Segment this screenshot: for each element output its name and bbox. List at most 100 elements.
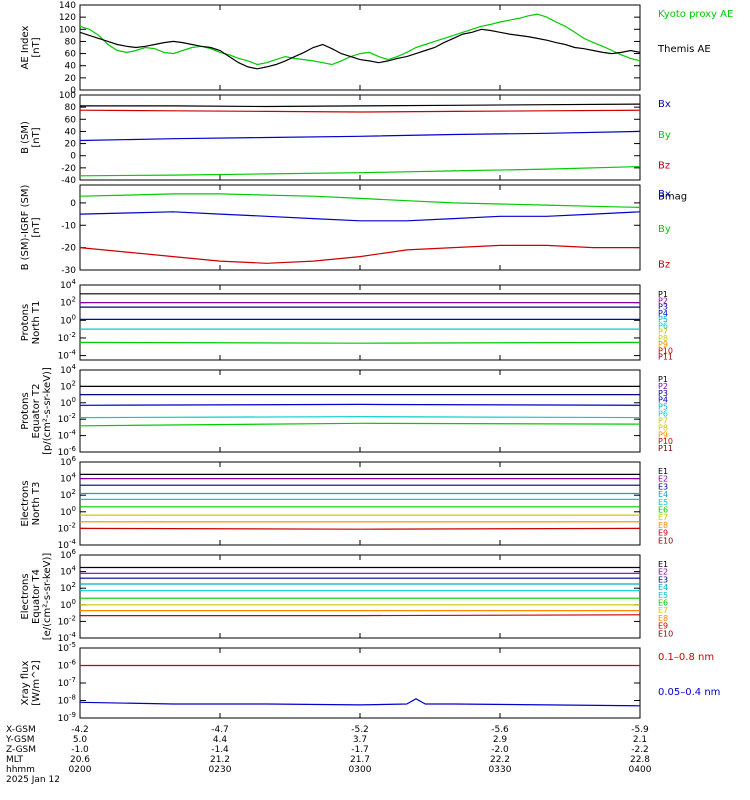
y-tick-label: 0 [70, 199, 76, 209]
y-tick-label: 0 [70, 86, 76, 96]
y-tick-label: 10-4 [58, 429, 77, 442]
x-axis-value: 4.4 [213, 735, 228, 745]
x-axis-date: 2025 Jan 12 [6, 775, 60, 785]
legend-entry: E1 [658, 560, 668, 569]
series-line-bx [79, 211, 641, 222]
y-tick-label: 100 [60, 505, 76, 518]
legend-entry: E3 [658, 482, 668, 491]
legend-entry: P3 [658, 303, 668, 312]
legend-entry: P5 [658, 315, 668, 324]
y-tick-label: 106 [60, 548, 76, 561]
legend-entry: P3 [658, 389, 668, 398]
x-axis-value: -1.0 [71, 745, 89, 755]
x-axis-row-label: hhmm [6, 765, 35, 775]
y-axis-label: AE Index [20, 25, 31, 69]
y-tick-label: 20 [65, 140, 77, 150]
legend-entry: E4 [658, 490, 668, 499]
y-tick-label: 106 [60, 455, 76, 468]
y-tick-label: 80 [65, 37, 77, 47]
legend-entry: Bz [658, 259, 670, 270]
legend-entry: P6 [658, 321, 668, 330]
x-axis-value: -2.2 [631, 745, 649, 755]
legend-entry: P7 [658, 328, 668, 337]
y-tick-label: 100 [60, 598, 76, 611]
legend-entry: Bz [658, 161, 670, 172]
legend-entry: P8 [658, 334, 668, 343]
y-axis-label: [nT] [31, 217, 42, 237]
legend-entry: P11 [658, 444, 673, 453]
legend-entry: P4 [658, 396, 668, 405]
legend-entry: P9 [658, 340, 668, 349]
legend-entry: P2 [658, 382, 668, 391]
y-axis-label: Equator T2 [31, 384, 42, 439]
x-axis-value: 22.2 [490, 755, 510, 765]
legend-entry: E7 [658, 513, 668, 522]
legend-entry: E1 [658, 467, 668, 476]
legend-entry: 0.1–0.8 nm [658, 652, 714, 663]
legend-entry: Bx [658, 99, 671, 110]
x-axis-row-label: Z-GSM [6, 745, 36, 755]
x-axis-value: 0300 [349, 765, 372, 775]
y-tick-label: -20 [61, 244, 76, 254]
legend-entry: P7 [658, 416, 668, 425]
y-tick-label: 40 [65, 62, 77, 72]
y-tick-label: 100 [60, 313, 76, 326]
y-axis-label: B (SM)-IGRF (SM) [20, 185, 31, 271]
legend-entry: Kyoto proxy AE [658, 9, 733, 20]
legend-entry: P10 [658, 437, 673, 446]
x-axis-value: -5.9 [631, 725, 649, 735]
y-axis-label: Electrons [20, 573, 31, 619]
x-axis-value: -4.7 [211, 725, 229, 735]
legend-entry: By [658, 130, 671, 141]
y-tick-label: 10-9 [58, 711, 76, 724]
y-tick-label: 60 [65, 115, 77, 125]
panel-frame-5 [79, 369, 641, 453]
legend-entry: P1 [658, 375, 668, 384]
x-axis-row-label: MLT [6, 755, 24, 765]
y-tick-label: 10-8 [58, 694, 76, 707]
series-line-e9 [80, 614, 641, 617]
y-tick-label: 10-4 [58, 349, 77, 362]
y-tick-label: -20 [61, 164, 76, 174]
legend-entry: P4 [658, 309, 668, 318]
y-tick-label: 10-4 [58, 538, 77, 551]
legend-entry: E8 [658, 614, 668, 623]
legend-entry: E4 [658, 583, 668, 592]
y-tick-label: 100 [59, 91, 76, 101]
panel-frame-2 [79, 94, 641, 181]
y-tick-label: 100 [59, 25, 76, 35]
x-axis-value: 3.7 [353, 735, 367, 745]
y-tick-label: 10-2 [58, 521, 76, 534]
legend-entry: P9 [658, 430, 668, 439]
y-tick-label: 80 [65, 103, 77, 113]
y-tick-label: 104 [60, 363, 76, 376]
x-axis-value: 5.0 [73, 735, 88, 745]
y-tick-label: 104 [60, 472, 76, 485]
legend-entry: E8 [658, 521, 668, 530]
x-axis-value: 20.6 [70, 755, 90, 765]
y-tick-label: 104 [60, 278, 76, 291]
y-tick-label: 0 [70, 152, 76, 162]
x-axis-value: -4.2 [71, 725, 89, 735]
y-tick-label: 104 [60, 565, 76, 578]
y-tick-label: 60 [65, 50, 77, 60]
x-axis-value: 22.8 [630, 755, 650, 765]
legend-entry: Bmag [658, 191, 687, 202]
y-tick-label: 102 [60, 379, 76, 392]
x-axis-value: -5.6 [491, 725, 509, 735]
series-line-bz [79, 109, 641, 113]
series-line-bz [79, 244, 640, 264]
legend-entry: E6 [658, 506, 668, 515]
legend-entry: By [658, 224, 671, 235]
legend-entry: P10 [658, 346, 673, 355]
y-tick-label: 10-2 [58, 614, 76, 627]
y-axis-label: Equator T4 [31, 569, 42, 624]
legend-entry: P5 [658, 403, 668, 412]
y-axis-label: Protons [20, 304, 31, 341]
legend-entry: E2 [658, 475, 668, 484]
legend-entry: E5 [658, 498, 668, 507]
y-tick-label: 10-2 [58, 331, 76, 344]
y-tick-label: 102 [60, 488, 76, 501]
panel-frame-3 [79, 184, 641, 271]
